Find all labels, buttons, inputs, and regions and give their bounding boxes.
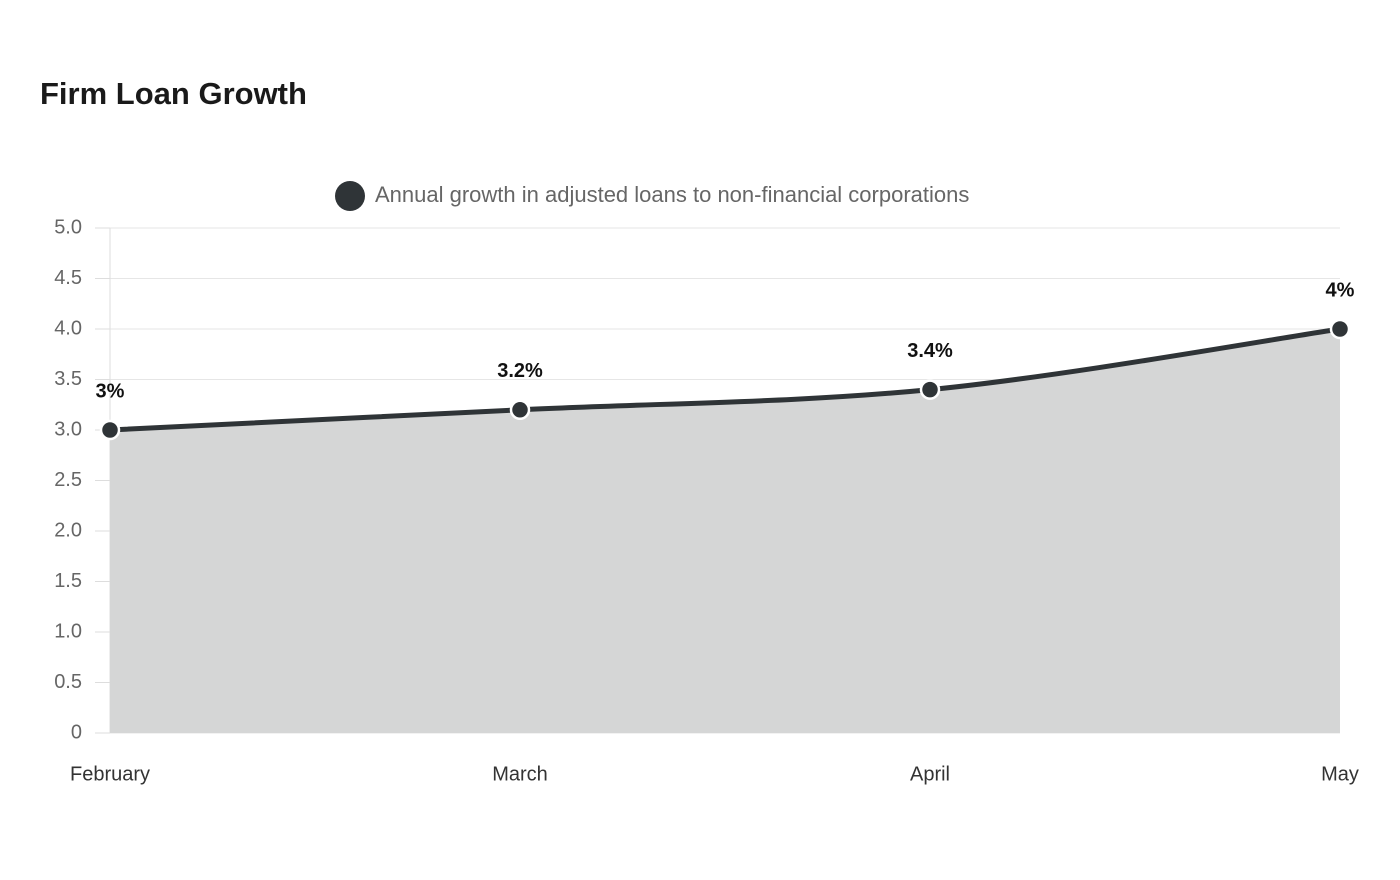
legend-label: Annual growth in adjusted loans to non-f… [375,182,969,207]
y-tick-label: 0.5 [54,671,82,693]
y-tick-label: 0 [71,721,82,743]
area [110,329,1340,733]
y-tick-label: 3.0 [54,418,82,440]
point [99,419,121,441]
y-tick-label: 3.5 [54,368,82,390]
x-tick-label: March [492,763,548,785]
point [1329,318,1351,340]
y-tick-label: 2.0 [54,519,82,541]
x-tick-label: February [70,763,150,785]
y-tick-label: 1.5 [54,570,82,592]
value-label: 3% [96,380,125,402]
y-tick-label: 2.5 [54,469,82,491]
line [109,326,1341,433]
value-label: 3.4% [907,340,953,362]
point [919,379,941,400]
x-tick-label: April [910,763,950,785]
point [509,399,531,421]
y-tick-label: 4.5 [54,267,82,289]
y-tick-label: 4.0 [54,317,82,339]
y-tick-label: 5.0 [54,216,82,238]
value-label: 3.2% [497,360,543,382]
value-label: 4% [1326,279,1355,301]
x-tick-label: May [1321,763,1359,785]
chart-title: Firm Loan Growth [40,76,307,111]
y-tick-label: 1.0 [54,620,82,642]
legend-marker [335,181,365,211]
